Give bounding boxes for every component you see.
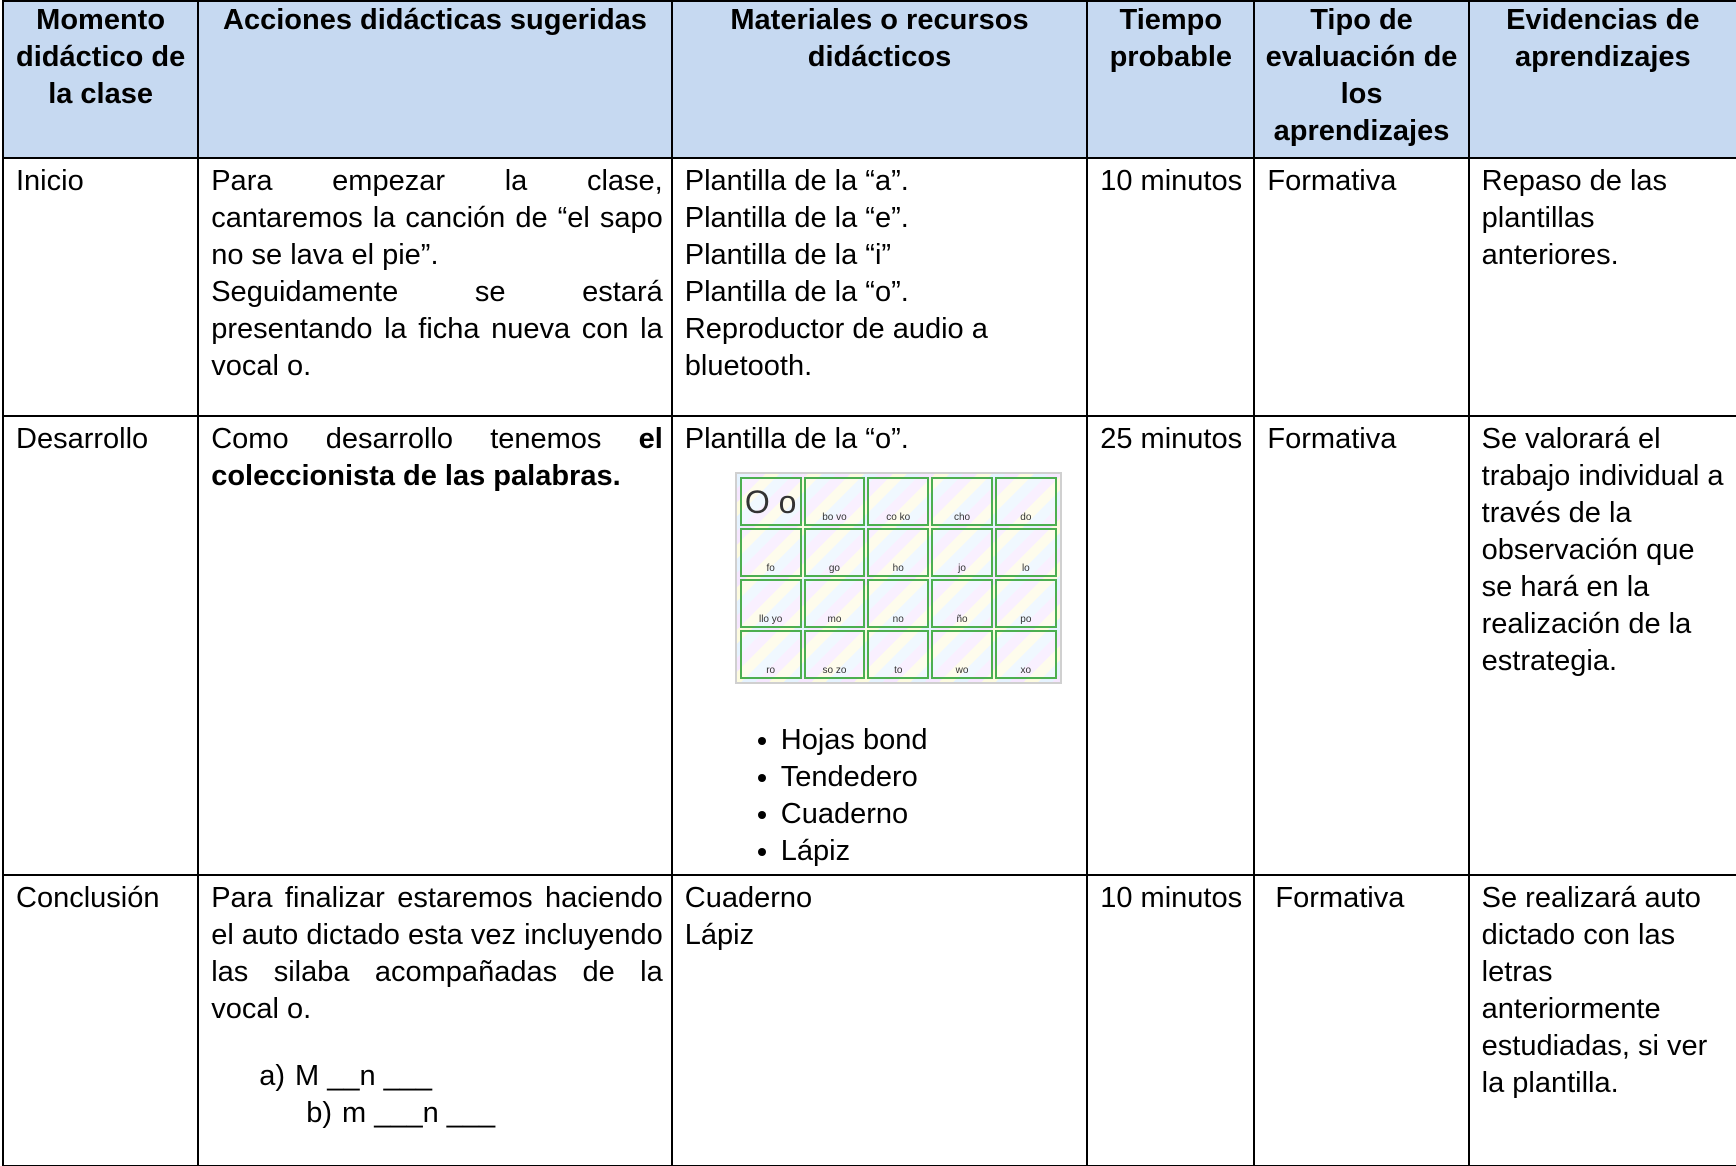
row: Conclusión Para finalizar estaremos haci… bbox=[1, 874, 1736, 1166]
list-item: Hojas bond bbox=[781, 722, 1078, 759]
moment: Conclusión bbox=[1, 874, 200, 1166]
materials: Plantilla de la “a”. Plantilla de la “e”… bbox=[670, 157, 1089, 417]
material: Cuaderno bbox=[684, 882, 813, 914]
row: Inicio Para empezar la clase, cantaremos… bbox=[1, 157, 1736, 417]
row: Desarrollo Como desarrollo tenemos el co… bbox=[1, 415, 1736, 876]
evaluation: Formativa bbox=[1253, 157, 1470, 417]
image-cell: po bbox=[994, 579, 1057, 628]
exercise: a) M __n ___ bbox=[259, 1058, 663, 1095]
image-cell: ho bbox=[867, 528, 930, 577]
image-cell: jo bbox=[931, 528, 993, 577]
header-row: Momento didáctico de la clase Acciones d… bbox=[1, 0, 1736, 159]
header-cell: Momento didáctico de la clase bbox=[1, 0, 200, 159]
image-cell: no bbox=[867, 579, 930, 628]
material: Reproductor de audio a bluetooth. bbox=[684, 313, 988, 382]
material: Plantilla de la “o”. bbox=[684, 423, 909, 455]
image-cell: xo bbox=[994, 630, 1057, 679]
paragraph: Como desarrollo tenemos el coleccionista… bbox=[211, 421, 663, 495]
text: Como desarrollo tenemos bbox=[211, 423, 602, 455]
header-cell: Tipo de evaluación de los aprendizajes bbox=[1253, 0, 1470, 159]
image-cell: co ko bbox=[867, 477, 930, 526]
material: Plantilla de la “e”. bbox=[684, 202, 909, 234]
list-item: Tendedero bbox=[781, 759, 1078, 796]
exercise: b) m ___n ___ bbox=[306, 1095, 663, 1132]
material: Plantilla de la “a”. bbox=[684, 165, 909, 197]
actions: Para empezar la clase, cantaremos la can… bbox=[197, 157, 673, 417]
image-cell: fo bbox=[739, 528, 802, 577]
exercise-text: m ___n ___ bbox=[342, 1097, 496, 1129]
time: 25 minutos bbox=[1086, 415, 1256, 876]
material: Lápiz bbox=[684, 919, 755, 951]
actions: Como desarrollo tenemos el coleccionista… bbox=[197, 415, 673, 876]
moment: Desarrollo bbox=[1, 415, 200, 876]
moment: Inicio bbox=[1, 157, 200, 417]
evidence: Se valorará el trabajo individual a trav… bbox=[1467, 415, 1736, 876]
evaluation: Formativa bbox=[1253, 415, 1470, 876]
time: 10 minutos bbox=[1086, 874, 1256, 1166]
image-cell: do bbox=[994, 477, 1057, 526]
time: 10 minutos bbox=[1086, 157, 1256, 417]
image-cell: go bbox=[803, 528, 866, 577]
exercise-label: b) bbox=[306, 1097, 333, 1129]
paragraph: Para finalizar estaremos haciendo el aut… bbox=[211, 882, 663, 1025]
paragraph: Para empezar la clase, cantaremos la can… bbox=[211, 165, 663, 271]
header-cell: Acciones didácticas sugeridas bbox=[197, 0, 673, 159]
materials: Plantilla de la “o”. O o bo vo co ko cho do f… bbox=[670, 415, 1089, 876]
materials: Cuaderno Lápiz bbox=[670, 874, 1089, 1166]
evaluation: Formativa bbox=[1253, 874, 1470, 1166]
exercises: a) M __n ___ b) m ___n ___ bbox=[259, 1058, 663, 1132]
image-cell: O o bbox=[739, 477, 802, 526]
material-list: Hojas bond Tendedero Cuaderno Lápiz bbox=[685, 722, 1078, 870]
list-item: Cuaderno bbox=[781, 796, 1078, 833]
image-cell: so zo bbox=[803, 630, 866, 679]
material: Plantilla de la “i” bbox=[684, 239, 892, 271]
image-cell: bo vo bbox=[803, 477, 866, 526]
bold-text: el coleccionista de las palabras. bbox=[211, 423, 663, 492]
template-image: O o bo vo co ko cho do fo go ho jo lo llo yo mo no ño… bbox=[734, 472, 1062, 684]
header-cell: Materiales o recursos didácticos bbox=[670, 0, 1089, 159]
header-cell: Tiempo probable bbox=[1086, 0, 1256, 159]
image-cell: cho bbox=[931, 477, 993, 526]
evidence: Se realizará auto dictado con las letras… bbox=[1467, 874, 1736, 1166]
actions: Para finalizar estaremos haciendo el aut… bbox=[197, 874, 673, 1166]
image-cell: to bbox=[867, 630, 930, 679]
exercise-label: a) bbox=[259, 1060, 286, 1092]
exercise-text: M __n ___ bbox=[295, 1060, 433, 1092]
image-cell: llo yo bbox=[739, 579, 802, 628]
material: Plantilla de la “o”. bbox=[684, 276, 909, 308]
image-cell: ño bbox=[931, 579, 993, 628]
image-cell: lo bbox=[994, 528, 1057, 577]
image-cell: ro bbox=[739, 630, 802, 679]
evidence: Repaso de las plantillas anteriores. bbox=[1467, 157, 1736, 417]
list-item: Lápiz bbox=[781, 833, 1078, 870]
header-cell: Evidencias de aprendizajes bbox=[1467, 0, 1736, 159]
paragraph: Seguidamente se estará presentando la fi… bbox=[211, 276, 663, 382]
image-cell: wo bbox=[931, 630, 993, 679]
image-cell: mo bbox=[803, 579, 866, 628]
